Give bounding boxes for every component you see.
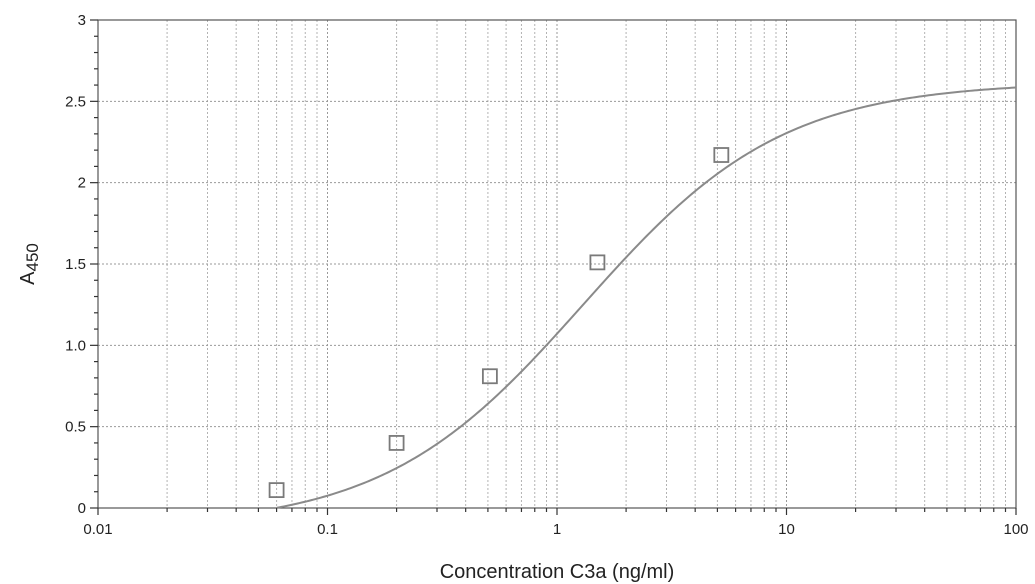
data-point — [388, 435, 405, 451]
y-tick-label: 2 — [78, 175, 86, 192]
y-tick-label: 3 — [78, 12, 86, 29]
axis-ticks — [90, 19, 1017, 515]
x-axis-title: Concentration C3a (ng/ml) — [440, 561, 675, 583]
y-tick-label: 0 — [78, 500, 86, 517]
data-points — [268, 147, 730, 499]
grid — [98, 20, 1016, 508]
fit-curve — [276, 86, 1017, 509]
y-tick-label: 1.5 — [65, 256, 86, 273]
data-point — [589, 254, 606, 271]
y-axis-title: A450 — [17, 243, 42, 285]
y-tick-label: 2.5 — [65, 93, 86, 110]
tick-labels: 0 0.5 1.0 1.5 2 2.5 3 0.01 0.1 1 10 100 — [65, 12, 1028, 538]
y-tick-label: 0.5 — [65, 419, 86, 436]
y-axis-title-main: A — [17, 271, 39, 285]
x-tick-label: 1 — [553, 521, 561, 538]
y-axis-title-subscript: 450 — [23, 243, 42, 271]
data-point — [713, 147, 730, 163]
x-tick-label: 10 — [778, 521, 795, 538]
x-tick-label: 0.1 — [317, 521, 338, 538]
y-tick-label: 1.0 — [65, 337, 86, 354]
data-point — [481, 368, 498, 385]
x-tick-label: 100 — [1003, 521, 1028, 538]
x-tick-label: 0.01 — [83, 521, 112, 538]
data-point — [268, 482, 285, 499]
